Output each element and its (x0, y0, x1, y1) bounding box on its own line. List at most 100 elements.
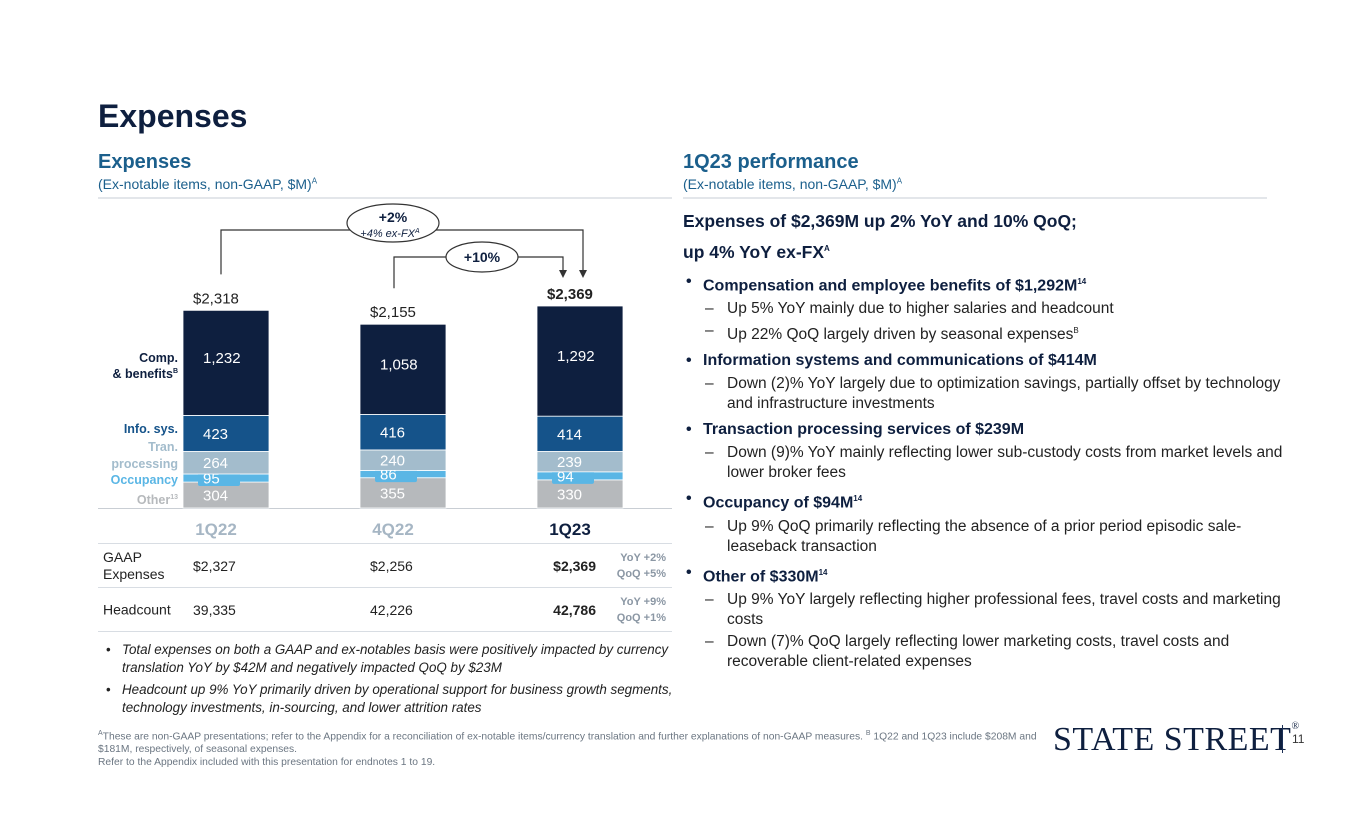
footnote-sup-b: B (865, 730, 871, 737)
qoq-change-value: +10% (464, 249, 501, 265)
headcount-change: YoY +9% QoQ +1% (617, 594, 666, 626)
expenses-subtitle-sup: A (311, 176, 318, 186)
performance-panel: Expenses of $2,369M up 2% YoY and 10% Qo… (683, 207, 1283, 672)
bar-4q22-info-sys- (359, 414, 447, 451)
bar-1q22-info-sys- (182, 414, 270, 452)
footnote-text-b: 1Q22 and 1Q23 include $208M and $181M, r… (98, 731, 1037, 756)
total-label-4q22: $2,155 (370, 304, 416, 321)
footnote-text-a: These are non-GAAP presentations; refer … (102, 731, 863, 743)
headcount-4q22-value: 42,226 (370, 601, 413, 618)
data-label-4q22-comp-benefits: 1,058 (380, 356, 418, 373)
expenses-subtitle-text: (Ex-notable items, non-GAAP, $M) (98, 176, 312, 192)
total-label-1q22: $2,318 (193, 290, 239, 307)
data-label-4q22-info-sys-: 416 (380, 425, 405, 442)
expenses-section-title: Expenses (98, 151, 192, 173)
yoy-change-value: +2% (379, 209, 408, 225)
state-street-logo: STATE STREET® (1053, 721, 1300, 759)
headline-sup: A (824, 244, 830, 253)
sub-info-yoy-text: Down (2)% YoY largely due to optimizatio… (727, 375, 1281, 413)
gaap-1q22-value: $2,327 (193, 557, 236, 574)
data-label-4q22-other: 355 (380, 485, 405, 502)
sub-comp-yoy-text: Up 5% YoY mainly due to higher salaries … (727, 300, 1114, 318)
headline-line2: up 4% YoY ex-FX (683, 241, 825, 262)
page-title: Expenses (98, 98, 248, 134)
headline-line1: Expenses of $2,369M up 2% YoY and 10% Qo… (683, 211, 1077, 231)
bullet-compensation-sup: 14 (1077, 276, 1087, 286)
bullet-other: Other of $330M14 (683, 562, 1283, 588)
x-tick-1q22: 1Q22 (195, 520, 237, 539)
gaap-yoy-change: YoY +2% (620, 551, 666, 564)
data-label-1q22-tran-processing: 264 (203, 455, 228, 472)
note-headcount: Headcount up 9% YoY primarily driven by … (104, 681, 684, 716)
headcount-label: Headcount (103, 601, 171, 617)
sub-bullet-occupancy-qoq: Up 9% QoQ primarily reflecting the absen… (683, 517, 1283, 557)
sub-tran-yoy-text: Down (9)% YoY mainly reflecting lower su… (727, 444, 1283, 482)
sub-other-qoq-text: Down (7)% QoQ largely reflecting lower m… (727, 632, 1230, 670)
headcount-1q23-value: 42,786 (553, 601, 596, 618)
data-label-1q23-tran-processing: 239 (557, 454, 582, 471)
bar-4q22-other (359, 477, 447, 509)
qoq-arrowhead (559, 270, 567, 278)
legend-other: Other13 (137, 493, 178, 507)
table-row-gaap-expenses: GAAP Expenses $2,327 $2,256 $2,369 YoY +2… (98, 543, 672, 587)
yoy-arrowhead (579, 270, 587, 278)
data-label-1q23-other: 330 (557, 486, 582, 503)
right-section-rule (683, 197, 1267, 199)
data-label-1q23-occupancy: 94 (557, 468, 574, 485)
expenses-stacked-bar-chart: 304 95 264 423 1,232 $2,318 1Q22 355 86 240 416 1,0… (98, 200, 672, 540)
sub-comp-qoq-sup: B (1073, 326, 1079, 336)
headcount-1q22-value: 39,335 (193, 601, 236, 618)
logo-text: STATE STREET (1053, 721, 1292, 758)
sub-bullet-info-yoy: Down (2)% YoY largely due to optimizatio… (683, 374, 1283, 414)
data-label-1q23-info-sys-: 414 (557, 426, 582, 443)
sub-bullet-comp-qoq: Up 22% QoQ largely driven by seasonal ex… (683, 321, 1283, 345)
sub-bullet-other-yoy: Up 9% YoY largely reflecting higher prof… (683, 590, 1283, 630)
expenses-section-subtitle: (Ex-notable items, non-GAAP, $M)A (98, 176, 317, 192)
legend-comp-line1: Comp. (139, 351, 178, 365)
bullet-transaction-text: Transaction processing services of $239M (703, 421, 1025, 439)
expense-notes: Total expenses on both a GAAP and ex-not… (104, 641, 684, 721)
sub-bullet-tran-yoy: Down (9)% YoY mainly reflecting lower su… (683, 443, 1283, 483)
gaap-label-line2: Expenses (103, 565, 165, 582)
performance-section-title: 1Q23 performance (683, 151, 859, 173)
headcount-qoq-change: QoQ +1% (616, 611, 666, 624)
note-currency: Total expenses on both a GAAP and ex-not… (104, 641, 684, 676)
gaap-1q23-value: $2,369 (553, 557, 596, 574)
bar-1q22-other (182, 481, 270, 509)
sub-occupancy-qoq-text: Up 9% QoQ primarily reflecting the absen… (727, 517, 1242, 555)
left-section-rule (98, 197, 672, 199)
bullet-occupancy-text: Occupancy of $94M (703, 494, 854, 512)
bar-1q23-comp-benefits (536, 305, 624, 417)
performance-subtitle-sup: A (896, 176, 903, 186)
legend-tran-line2: processing (111, 457, 178, 471)
yoy-change-bubble (346, 203, 440, 243)
bullet-compensation-text: Compensation and employee benefits of $1… (703, 277, 1078, 295)
data-label-1q23-comp-benefits: 1,292 (557, 348, 595, 365)
footnote-endnotes: Refer to the Appendix included with this… (98, 757, 436, 769)
qoq-change-bubble (445, 241, 519, 273)
bullet-compensation: Compensation and employee benefits of $1… (683, 271, 1283, 297)
gaap-label-line1: GAAP (103, 548, 142, 565)
headcount-yoy-change: YoY +9% (620, 595, 666, 608)
data-label-4q22-tran-processing: 240 (380, 453, 405, 470)
bullet-occupancy-sup: 14 (853, 494, 863, 504)
performance-headline: Expenses of $2,369M up 2% YoY and 10% Qo… (683, 207, 1283, 266)
page-number: 11 (1292, 732, 1305, 746)
bullet-info-systems-text: Information systems and communications o… (703, 352, 1097, 370)
gaap-4q22-value: $2,256 (370, 557, 413, 574)
expenses-table: GAAP Expenses $2,327 $2,256 $2,369 YoY +2… (98, 543, 672, 632)
bullet-transaction-processing: Transaction processing services of $239M (683, 419, 1283, 441)
legend-occupancy: Occupancy (111, 473, 178, 487)
performance-section-subtitle: (Ex-notable items, non-GAAP, $M)A (683, 176, 902, 192)
gaap-change: YoY +2% QoQ +5% (617, 550, 666, 582)
data-label-1q22-other: 304 (203, 488, 228, 505)
x-tick-1q23: 1Q23 (549, 520, 591, 539)
bullet-info-systems: Information systems and communications o… (683, 350, 1283, 372)
bullet-other-sup: 14 (818, 567, 828, 577)
bar-4q22-comp-benefits (359, 323, 447, 415)
footnote-sup-a: A (98, 730, 103, 737)
data-label-1q22-info-sys-: 423 (203, 426, 228, 443)
logo-divider (1282, 725, 1283, 753)
x-tick-4q22: 4Q22 (372, 520, 414, 539)
